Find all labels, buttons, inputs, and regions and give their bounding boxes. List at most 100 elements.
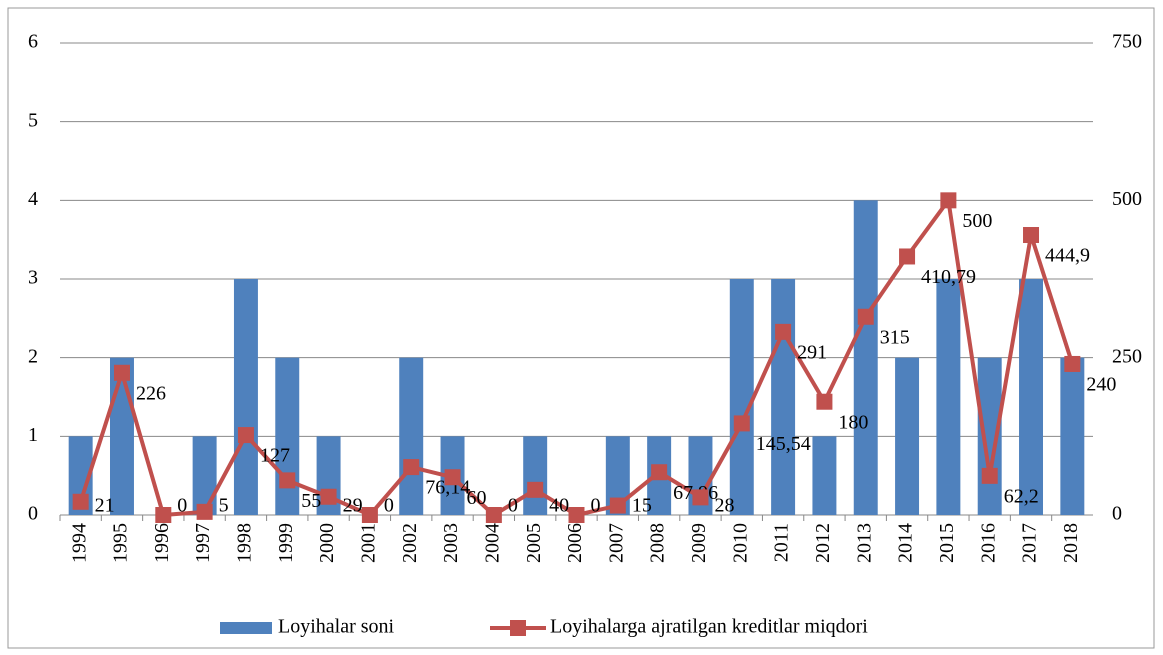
bar — [729, 279, 754, 515]
line-marker — [196, 503, 213, 520]
x-tick-label: 2018 — [1060, 523, 1082, 563]
data-label: 0 — [508, 495, 518, 517]
bar — [812, 436, 837, 515]
data-label: 29 — [343, 495, 363, 517]
bar — [936, 279, 961, 515]
data-label: 40 — [549, 495, 569, 517]
data-label: 5 — [219, 495, 229, 517]
x-tick-label: 2006 — [564, 523, 586, 563]
y2-tick-label: 0 — [1112, 503, 1122, 525]
line-marker — [237, 427, 254, 444]
line-marker — [113, 364, 130, 381]
chart-border — [7, 7, 1155, 649]
legend-label: Loyihalar soni — [278, 616, 395, 638]
line-marker — [775, 323, 792, 340]
line-marker — [733, 415, 750, 432]
line-marker — [651, 464, 668, 481]
bar — [109, 357, 134, 515]
x-tick-label: 2013 — [853, 523, 875, 563]
bar — [1060, 357, 1085, 515]
y-tick-label: 0 — [28, 503, 38, 525]
x-tick-label: 2017 — [1019, 523, 1041, 563]
data-label: 0 — [591, 495, 601, 517]
data-label: 62,2 — [1004, 485, 1039, 507]
data-label: 145,54 — [756, 433, 811, 455]
x-tick-label: 2012 — [812, 523, 834, 563]
y2-tick-label: 500 — [1112, 188, 1142, 210]
data-label: 410,79 — [921, 266, 976, 288]
x-tick-label: 2015 — [936, 523, 958, 563]
x-tick-label: 2005 — [523, 523, 545, 563]
data-label: 226 — [136, 382, 166, 404]
line-marker — [609, 497, 626, 514]
line-marker — [485, 507, 502, 523]
y-tick-label: 6 — [28, 31, 38, 53]
data-label: 240 — [1086, 374, 1116, 396]
line-marker — [857, 308, 874, 325]
bar — [853, 200, 878, 516]
data-label: 0 — [177, 495, 187, 517]
x-tick-label: 2016 — [977, 523, 999, 563]
data-label: 315 — [880, 326, 910, 348]
line-marker — [444, 469, 461, 486]
x-tick-label: 2002 — [399, 523, 421, 563]
x-tick-label: 1998 — [234, 523, 256, 563]
data-label: 60 — [467, 487, 487, 509]
legend-swatch — [220, 622, 272, 634]
y-tick-label: 1 — [28, 424, 38, 446]
data-label: 15 — [632, 495, 652, 517]
bar — [192, 436, 217, 515]
data-label: 0 — [384, 495, 394, 517]
line-marker — [981, 467, 998, 484]
line-marker — [155, 507, 172, 523]
x-tick-label: 1996 — [151, 523, 173, 563]
line-marker — [940, 192, 957, 209]
legend-marker — [510, 620, 526, 636]
y2-tick-label: 250 — [1112, 345, 1142, 367]
y2-tick-label: 750 — [1112, 31, 1142, 53]
x-tick-label: 2001 — [357, 523, 379, 563]
y-tick-label: 5 — [28, 109, 38, 131]
data-label: 127 — [260, 445, 290, 467]
x-tick-label: 2009 — [688, 523, 710, 563]
bar — [771, 279, 796, 515]
x-tick-label: 1994 — [68, 523, 90, 563]
line-marker — [692, 489, 709, 506]
y-tick-label: 3 — [28, 267, 38, 289]
line-marker — [568, 507, 585, 523]
x-tick-label: 2004 — [481, 523, 503, 563]
x-tick-label: 1997 — [192, 523, 214, 563]
line-marker — [361, 507, 378, 523]
x-tick-label: 2000 — [316, 523, 338, 563]
x-tick-label: 2014 — [895, 523, 917, 563]
x-tick-label: 2010 — [729, 523, 751, 563]
line-marker — [1064, 355, 1081, 372]
bar — [523, 436, 548, 515]
line-marker — [816, 393, 833, 410]
data-label: 500 — [962, 210, 992, 232]
y-tick-label: 4 — [28, 188, 38, 210]
x-tick-label: 2007 — [605, 523, 627, 563]
data-label: 180 — [838, 411, 868, 433]
data-label: 55 — [301, 490, 321, 512]
bar — [605, 436, 630, 515]
line-marker — [320, 488, 337, 505]
bar — [233, 279, 258, 515]
y-tick-label: 2 — [28, 345, 38, 367]
line-marker — [527, 481, 544, 498]
x-tick-label: 2011 — [771, 523, 793, 562]
bar — [1019, 279, 1044, 515]
legend-label: Loyihalarga ajratilgan kreditlar miqdori — [550, 616, 868, 638]
bar — [895, 357, 920, 515]
data-label: 291 — [797, 341, 827, 363]
bar — [399, 357, 424, 515]
line-marker — [403, 459, 420, 476]
line-marker — [1023, 227, 1040, 244]
data-label: 444,9 — [1045, 245, 1090, 267]
data-label: 21 — [95, 495, 115, 517]
line-marker — [279, 472, 296, 489]
x-tick-label: 2008 — [647, 523, 669, 563]
line-marker — [899, 248, 916, 265]
x-tick-label: 1995 — [110, 523, 132, 563]
